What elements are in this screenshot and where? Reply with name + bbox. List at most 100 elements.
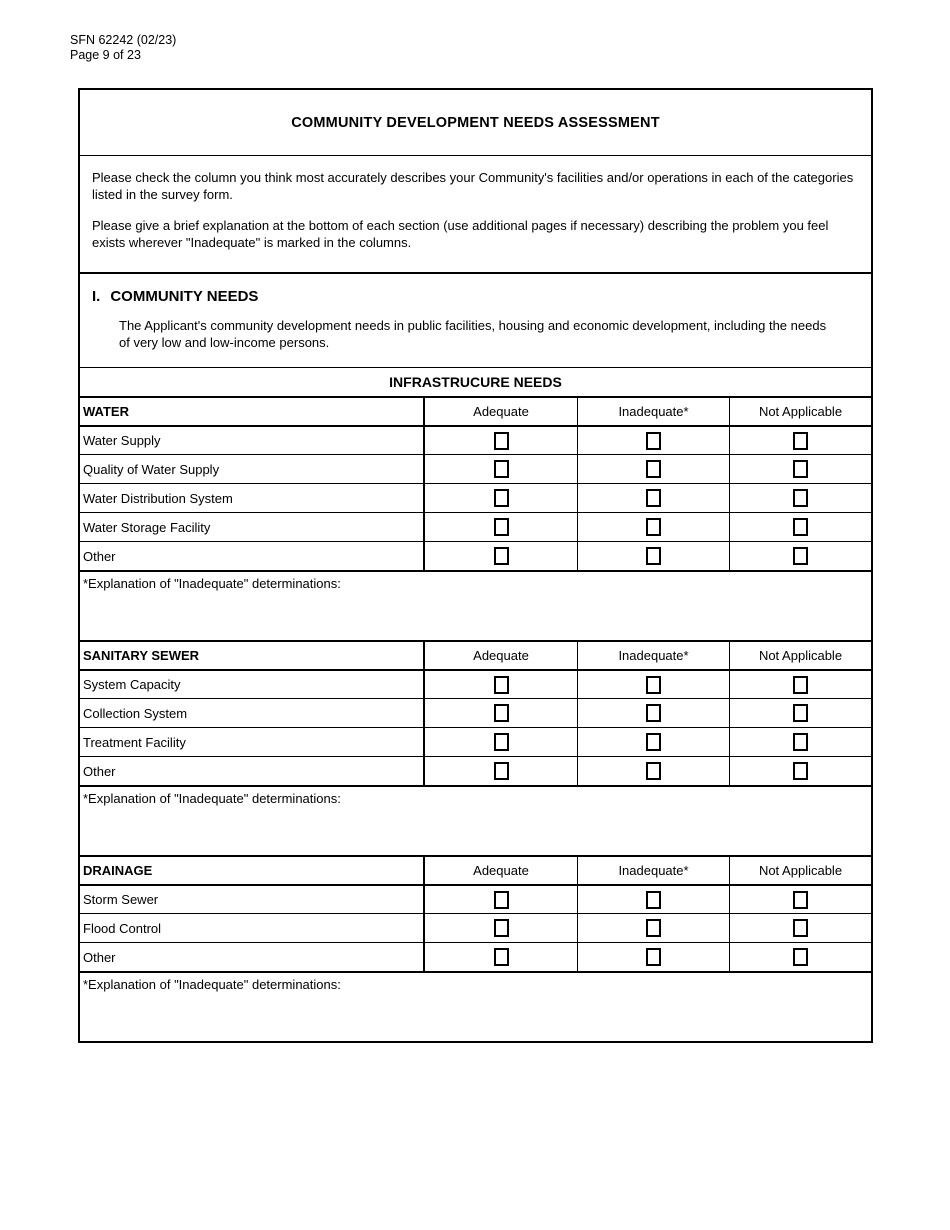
checkbox-cell — [425, 757, 577, 785]
instruction-paragraph-1: Please check the column you think most a… — [92, 170, 854, 202]
form-title-row: COMMUNITY DEVELOPMENT NEEDS ASSESSMENT — [80, 90, 871, 156]
checkbox-cell — [729, 728, 871, 756]
checkbox-water-distribution-system-adequate[interactable] — [493, 489, 509, 507]
checkbox-treatment-facility-not-applicable[interactable] — [793, 733, 808, 751]
checkbox-cell — [577, 728, 729, 756]
checkbox-other-adequate[interactable] — [493, 762, 509, 780]
instruction-paragraph-2: Please give a brief explanation at the b… — [92, 218, 829, 250]
row-label: Flood Control — [80, 914, 425, 942]
checkbox-treatment-facility-adequate[interactable] — [493, 733, 509, 751]
checkbox-storm-sewer-not-applicable[interactable] — [793, 890, 808, 909]
category-label: DRAINAGE — [80, 857, 425, 884]
checkbox-system-capacity-adequate[interactable] — [493, 675, 509, 694]
checkbox-cell — [729, 484, 871, 512]
column-header-adequate: Adequate — [473, 863, 529, 878]
checkbox-other-inadequate[interactable] — [646, 762, 661, 780]
checkbox-cell — [577, 757, 729, 785]
checkbox-cell — [729, 943, 871, 971]
checkbox-storm-sewer-adequate[interactable] — [493, 890, 509, 909]
checkbox-other-not-applicable[interactable] — [793, 547, 808, 565]
checkbox-water-storage-facility-not-applicable[interactable] — [793, 518, 808, 536]
column-header-inadequate: Inadequate* — [577, 398, 729, 425]
checkbox-collection-system-inadequate[interactable] — [646, 704, 661, 722]
row-label: Other — [80, 542, 425, 570]
checkbox-cell — [729, 513, 871, 541]
column-header-inadequate: Inadequate* — [577, 642, 729, 669]
checkbox-collection-system-adequate[interactable] — [493, 704, 509, 722]
checkbox-cell — [425, 455, 577, 483]
checkbox-cell — [729, 455, 871, 483]
row-label: System Capacity — [80, 671, 425, 698]
checkbox-other-inadequate[interactable] — [646, 547, 661, 565]
checkbox-quality-of-water-supply-inadequate[interactable] — [646, 460, 661, 478]
checkbox-other-not-applicable[interactable] — [793, 948, 808, 966]
category-label: WATER — [80, 398, 425, 425]
checkbox-cell — [425, 484, 577, 512]
form-title: COMMUNITY DEVELOPMENT NEEDS ASSESSMENT — [291, 114, 660, 131]
checkbox-cell — [425, 427, 577, 454]
section-heading: I. COMMUNITY NEEDS — [92, 288, 856, 305]
checkbox-treatment-facility-inadequate[interactable] — [646, 733, 661, 751]
checkbox-cell — [425, 914, 577, 942]
table-row: Quality of Water Supply — [80, 454, 871, 483]
checkbox-cell — [729, 427, 871, 454]
checkbox-flood-control-inadequate[interactable] — [646, 919, 661, 937]
row-label: Collection System — [80, 699, 425, 727]
checkbox-system-capacity-inadequate[interactable] — [646, 675, 661, 694]
checkbox-water-storage-facility-inadequate[interactable] — [646, 518, 661, 536]
checkbox-cell — [425, 699, 577, 727]
checkbox-cell — [729, 671, 871, 698]
checkbox-cell — [577, 943, 729, 971]
row-label: Quality of Water Supply — [80, 455, 425, 483]
table-row: Collection System — [80, 698, 871, 727]
column-header-not-applicable: Not Applicable — [729, 642, 871, 669]
checkbox-other-adequate[interactable] — [493, 948, 509, 966]
column-header-not-applicable: Not Applicable — [729, 857, 871, 884]
checkbox-water-distribution-system-not-applicable[interactable] — [793, 489, 808, 507]
checkbox-flood-control-not-applicable[interactable] — [793, 919, 808, 937]
checkbox-cell — [425, 542, 577, 570]
checkbox-storm-sewer-inadequate[interactable] — [646, 890, 661, 909]
row-label: Other — [80, 757, 425, 785]
row-label: Storm Sewer — [80, 886, 425, 913]
table-row: Water Supply — [80, 425, 871, 454]
section-community-needs: I. COMMUNITY NEEDS The Applicant's commun… — [80, 272, 871, 367]
explanation-area-water[interactable]: *Explanation of "Inadequate" determinati… — [80, 570, 871, 640]
table-row: Other — [80, 942, 871, 971]
checkbox-cell — [425, 728, 577, 756]
explanation-label: *Explanation of "Inadequate" determinati… — [83, 576, 341, 591]
checkbox-cell — [425, 943, 577, 971]
checkbox-cell — [729, 914, 871, 942]
form-number: SFN 62242 (02/23) — [70, 33, 177, 47]
subsection-title-row: INFRASTRUCURE NEEDS — [80, 367, 871, 396]
checkbox-cell — [425, 886, 577, 913]
explanation-area-sanitary-sewer[interactable]: *Explanation of "Inadequate" determinati… — [80, 785, 871, 855]
checkbox-collection-system-not-applicable[interactable] — [793, 704, 808, 722]
checkbox-flood-control-adequate[interactable] — [493, 919, 509, 937]
checkbox-cell — [577, 455, 729, 483]
table-header-row: SANITARY SEWER Adequate Inadequate* Not App… — [80, 640, 871, 669]
table-row: Other — [80, 541, 871, 570]
checkbox-quality-of-water-supply-not-applicable[interactable] — [793, 460, 808, 478]
checkbox-other-inadequate[interactable] — [646, 948, 661, 966]
checkbox-other-not-applicable[interactable] — [793, 762, 808, 780]
survey-table-water: WATER Adequate Inadequate* Not Applicable Wa… — [80, 396, 871, 640]
row-label: Water Storage Facility — [80, 513, 425, 541]
checkbox-water-supply-adequate[interactable] — [493, 431, 509, 450]
checkbox-cell — [729, 886, 871, 913]
checkbox-quality-of-water-supply-adequate[interactable] — [493, 460, 509, 478]
checkbox-other-adequate[interactable] — [493, 547, 509, 565]
checkbox-water-distribution-system-inadequate[interactable] — [646, 489, 661, 507]
checkbox-water-supply-not-applicable[interactable] — [793, 431, 808, 450]
survey-table-drainage: DRAINAGE Adequate Inadequate* Not Applicabl… — [80, 855, 871, 1041]
table-header-row: DRAINAGE Adequate Inadequate* Not Applicabl… — [80, 855, 871, 884]
checkbox-water-storage-facility-adequate[interactable] — [493, 518, 509, 536]
row-label: Treatment Facility — [80, 728, 425, 756]
table-row: Storm Sewer — [80, 884, 871, 913]
checkbox-water-supply-inadequate[interactable] — [646, 431, 661, 450]
row-label: Water Distribution System — [80, 484, 425, 512]
checkbox-system-capacity-not-applicable[interactable] — [793, 675, 808, 694]
checkbox-cell — [425, 513, 577, 541]
checkbox-cell — [729, 542, 871, 570]
explanation-area-drainage[interactable]: *Explanation of "Inadequate" determinati… — [80, 971, 871, 1041]
